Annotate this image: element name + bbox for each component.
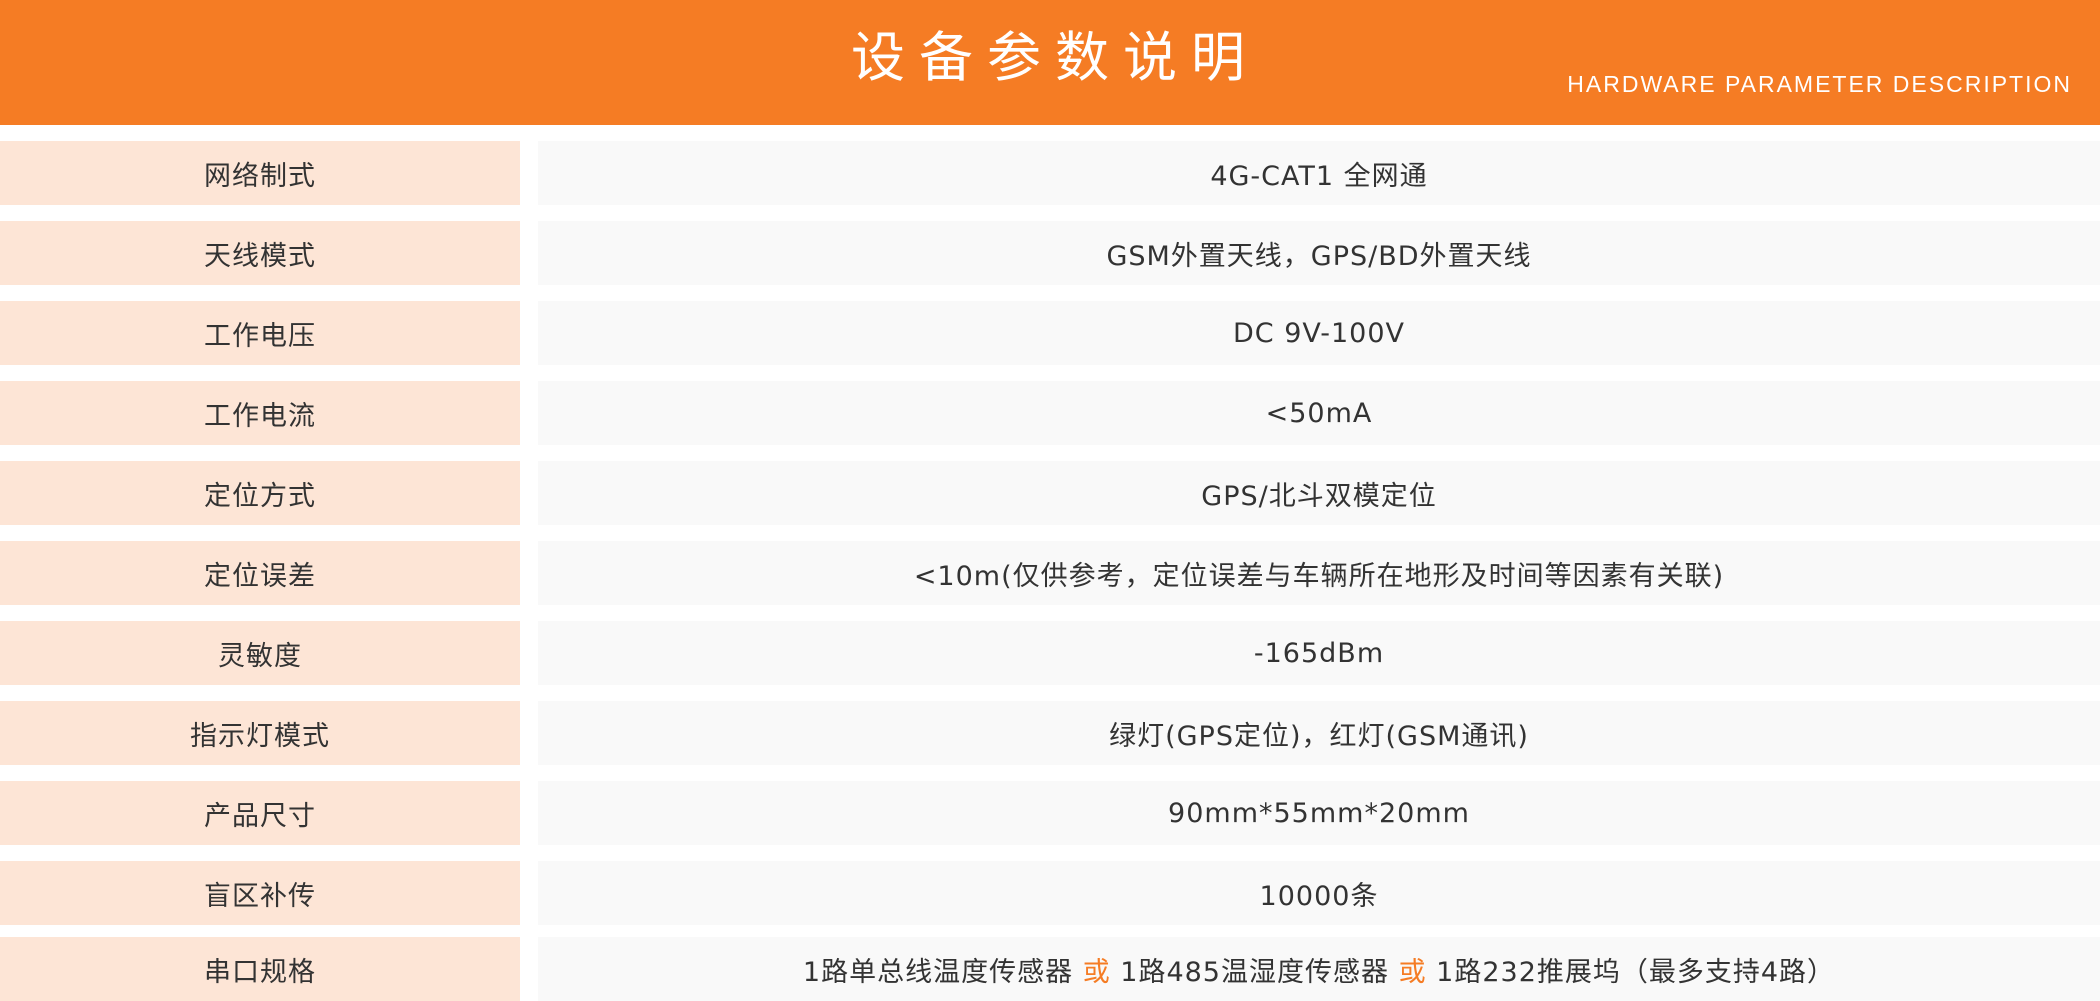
param-value: DC 9V-100V <box>538 301 2100 365</box>
table-row: 工作电压 DC 9V-100V <box>0 301 2100 365</box>
table-row: 灵敏度 -165dBm <box>0 621 2100 685</box>
param-label: 工作电压 <box>0 301 520 365</box>
table-row: 串口规格 1路单总线温度传感器 或 1路485温湿度传感器 或 1路232推展坞… <box>0 937 2100 1001</box>
table-row: 工作电流 <50mA <box>0 381 2100 445</box>
param-value: 90mm*55mm*20mm <box>538 781 2100 845</box>
or-highlight: 或 <box>1398 956 1427 988</box>
param-label: 工作电流 <box>0 381 520 445</box>
page-title: 设备参数说明 <box>851 26 1259 89</box>
param-value: 1路单总线温度传感器 或 1路485温湿度传感器 或 1路232推展坞（最多支持… <box>538 937 2100 1001</box>
param-value: GPS/北斗双模定位 <box>538 461 2100 525</box>
header-banner: 设备参数说明 HARDWARE PARAMETER DESCRIPTION <box>0 0 2100 125</box>
value-part: 1路单总线温度传感器 <box>802 956 1083 988</box>
param-value: <10m(仅供参考，定位误差与车辆所在地形及时间等因素有关联) <box>538 541 2100 605</box>
param-label: 定位误差 <box>0 541 520 605</box>
param-label: 灵敏度 <box>0 621 520 685</box>
param-value: 10000条 <box>538 861 2100 925</box>
table-row: 定位误差 <10m(仅供参考，定位误差与车辆所在地形及时间等因素有关联) <box>0 541 2100 605</box>
or-highlight: 或 <box>1082 956 1111 988</box>
table-row: 盲区补传 10000条 <box>0 861 2100 925</box>
param-value: 绿灯(GPS定位)，红灯(GSM通讯) <box>538 701 2100 765</box>
table-row: 天线模式 GSM外置天线，GPS/BD外置天线 <box>0 221 2100 285</box>
param-value: GSM外置天线，GPS/BD外置天线 <box>538 221 2100 285</box>
page-subtitle: HARDWARE PARAMETER DESCRIPTION <box>1567 71 2072 97</box>
table-row: 指示灯模式 绿灯(GPS定位)，红灯(GSM通讯) <box>0 701 2100 765</box>
table-row: 产品尺寸 90mm*55mm*20mm <box>0 781 2100 845</box>
value-part: 1路485温湿度传感器 <box>1110 956 1399 988</box>
table-row: 网络制式 4G-CAT1 全网通 <box>0 141 2100 205</box>
param-value: 4G-CAT1 全网通 <box>538 141 2100 205</box>
param-value: <50mA <box>538 381 2100 445</box>
value-part: 1路232推展坞（最多支持4路） <box>1426 956 1836 988</box>
param-label: 产品尺寸 <box>0 781 520 845</box>
param-label: 盲区补传 <box>0 861 520 925</box>
param-label: 串口规格 <box>0 937 520 1001</box>
param-label: 天线模式 <box>0 221 520 285</box>
param-label: 定位方式 <box>0 461 520 525</box>
param-value: -165dBm <box>538 621 2100 685</box>
table-row: 定位方式 GPS/北斗双模定位 <box>0 461 2100 525</box>
param-label: 指示灯模式 <box>0 701 520 765</box>
param-label: 网络制式 <box>0 141 520 205</box>
